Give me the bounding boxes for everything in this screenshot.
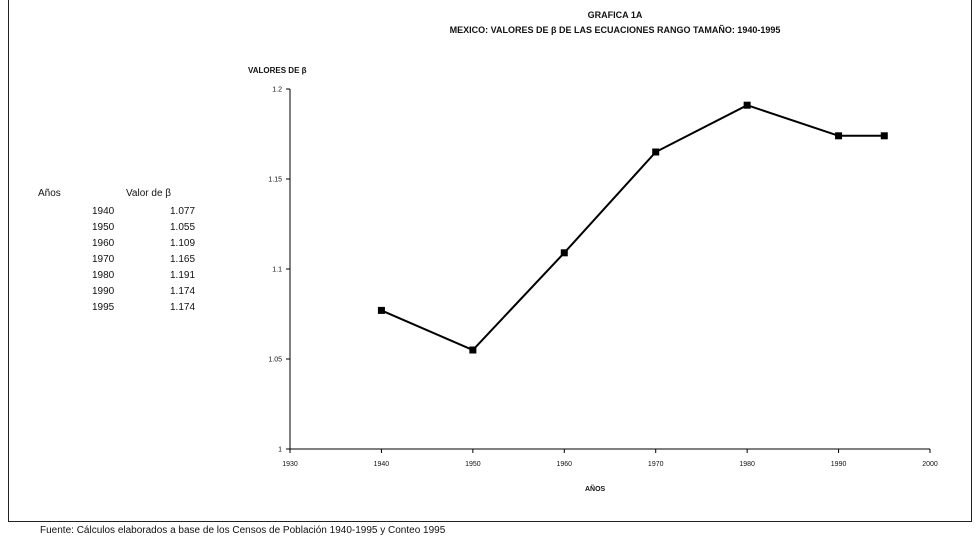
data-point — [377, 306, 385, 314]
data-point — [469, 346, 477, 354]
data-point — [652, 148, 660, 156]
y-tick-label: 1.1 — [272, 267, 282, 274]
chart-axes — [289, 89, 930, 450]
y-tick-label: 1.15 — [268, 177, 282, 184]
table-row: 1995 1.174 — [38, 302, 228, 317]
x-tick-label: 2000 — [922, 461, 938, 468]
data-point — [743, 101, 751, 109]
table-row: 1960 1.109 — [38, 238, 228, 253]
x-axis-label: AÑOS — [585, 486, 606, 493]
x-tick-label: 1970 — [648, 461, 664, 468]
table-cell-value: 1.055 — [170, 222, 196, 233]
table-cell-value: 1.191 — [170, 270, 196, 281]
table-cell-value: 1.174 — [170, 286, 196, 297]
table-header-value: Valor de β — [126, 188, 172, 199]
x-tick-label: 1980 — [739, 461, 755, 468]
table-cell-year: 1995 — [92, 302, 115, 313]
table-cell-value: 1.165 — [170, 254, 196, 265]
figure-frame — [8, 0, 972, 522]
source-note: Fuente: Cálculos elaborados a base de lo… — [40, 525, 446, 536]
table-cell-value: 1.174 — [170, 302, 196, 313]
y-axis-label: VALORES DE β — [248, 66, 307, 75]
x-tick-label: 1950 — [465, 461, 481, 468]
table-cell-year: 1940 — [92, 206, 115, 217]
x-tick-label: 1940 — [374, 461, 390, 468]
data-point — [835, 132, 843, 140]
table-cell-value: 1.077 — [170, 206, 196, 217]
x-tick-label: 1990 — [831, 461, 847, 468]
chart-title: GRAFICA 1A — [587, 10, 643, 20]
table-cell-year: 1960 — [92, 238, 115, 249]
y-tick-label: 1.2 — [272, 87, 282, 94]
table-cell-year: 1970 — [92, 254, 115, 265]
table-header-year: Años — [38, 188, 61, 199]
x-tick-label: 1930 — [282, 461, 298, 468]
table-row: 1950 1.055 — [38, 222, 228, 237]
table-row: 1990 1.174 — [38, 286, 228, 301]
y-tick-label: 1.05 — [268, 357, 282, 364]
chart-subtitle: MEXICO: VALORES DE β DE LAS ECUACIONES R… — [449, 25, 781, 35]
data-point — [880, 132, 888, 140]
table-row: 1940 1.077 — [38, 206, 228, 221]
chart-ticks: 1930 1940 1950 1960 1970 1980 1990 2000 1 1.05 1.1… — [268, 87, 938, 469]
table-cell-year: 1990 — [92, 286, 115, 297]
table-row: 1970 1.165 — [38, 254, 228, 269]
table-cell-year: 1980 — [92, 270, 115, 281]
table-cell-value: 1.109 — [170, 238, 196, 249]
y-tick-label: 1 — [278, 447, 282, 454]
series-line — [381, 104, 885, 352]
data-point — [560, 249, 568, 257]
table-cell-year: 1950 — [92, 222, 115, 233]
table-row: 1980 1.191 — [38, 270, 228, 285]
x-tick-label: 1960 — [556, 461, 572, 468]
chart-series — [377, 101, 888, 354]
